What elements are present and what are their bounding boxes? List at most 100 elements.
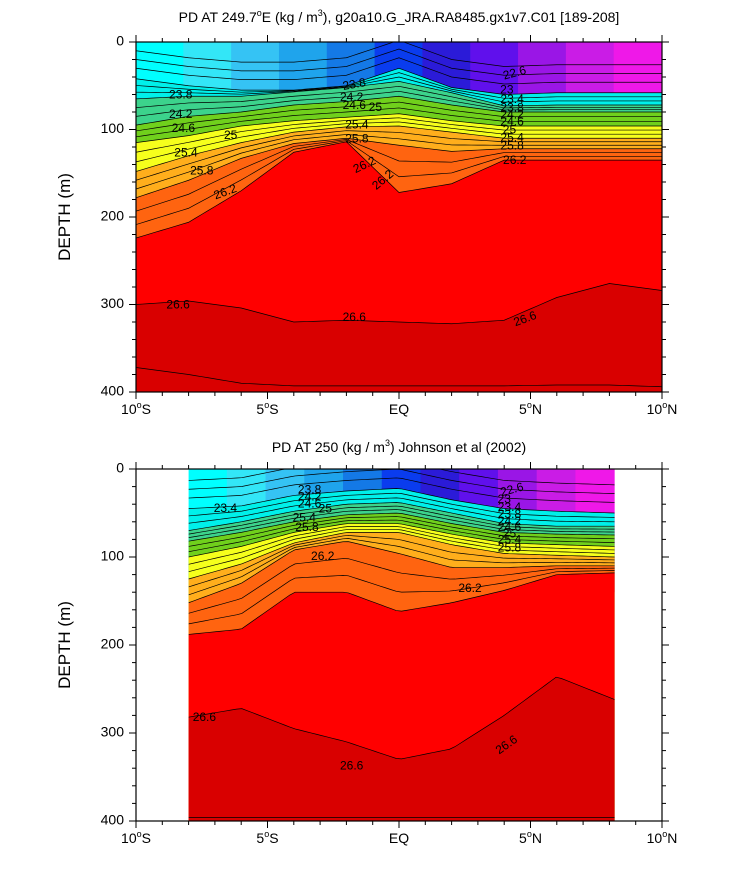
contour-label: 25 (503, 123, 517, 137)
y-tick-label: 300 (101, 724, 125, 740)
contour-label: 23 (500, 82, 514, 96)
y-tick-label: 200 (101, 636, 125, 652)
contour-line (188, 529, 615, 573)
x-tick-label: 10oN (647, 829, 678, 846)
y-axis-label: DEPTH (m) (55, 173, 74, 261)
x-tick-label: 5oS (256, 829, 278, 846)
contour-label: 25.8 (345, 131, 369, 145)
contour-line (188, 505, 615, 535)
contour-label: 25 (224, 128, 238, 142)
contour-label: 26.2 (311, 549, 335, 563)
contour-label: 23.8 (498, 507, 522, 521)
contour-line (188, 477, 615, 503)
contour-line (188, 469, 615, 486)
y-axis-label: DEPTH (m) (55, 601, 74, 689)
x-tick-label: EQ (389, 830, 409, 846)
contour-label: 24.2 (298, 489, 322, 503)
contour-label: 24.6 (343, 98, 367, 112)
contour-line (136, 139, 662, 212)
contour-line (188, 526, 615, 565)
contour-label: 23.8 (341, 75, 367, 93)
y-tick-label: 200 (101, 208, 125, 224)
contour-line (188, 497, 615, 524)
contour-label: 25.8 (295, 520, 319, 534)
contour-line (188, 519, 615, 553)
x-tick-label: EQ (389, 401, 409, 417)
contour-line (188, 572, 615, 635)
contour-line (136, 107, 662, 138)
x-tick-label: 10oS (121, 400, 151, 417)
contour-line (188, 535, 615, 588)
contour-line (136, 141, 662, 239)
contour-label: 23.8 (500, 101, 524, 115)
y-tick-label: 100 (101, 120, 125, 136)
contour-label: 24.2 (169, 107, 193, 121)
contour-line (136, 76, 662, 103)
x-tick-label: 5oN (519, 400, 542, 417)
contour-label: 23.8 (298, 482, 322, 496)
contour-line (188, 538, 615, 596)
contour-line (136, 90, 662, 117)
contour-line (188, 558, 615, 614)
contour-line (136, 81, 662, 107)
y-tick-label: 0 (116, 33, 124, 49)
contour-label: 24.2 (340, 90, 364, 104)
contour-field (136, 42, 662, 392)
contour-label: 26.2 (458, 581, 482, 595)
contour-label: 24.2 (498, 514, 522, 528)
contour-label: 25.4 (500, 130, 524, 144)
y-tick-label: 400 (101, 812, 125, 828)
contour-line (136, 130, 662, 181)
contour-line (136, 48, 662, 76)
contour-label: 24.6 (498, 520, 522, 534)
contour-label: 23.8 (169, 88, 193, 102)
contour-label: 22.6 (499, 479, 525, 499)
contour-line (188, 512, 615, 542)
contour-line (188, 492, 615, 518)
contour-label: 24.6 (172, 121, 196, 135)
y-tick-label: 300 (101, 295, 125, 311)
contour-line (188, 488, 615, 514)
x-tick-label: 5oS (256, 400, 278, 417)
contour-label: 23 (498, 492, 512, 506)
x-tick-label: 10oN (647, 400, 678, 417)
contour-label: 26.2 (503, 153, 527, 167)
contour-line (188, 541, 615, 604)
contour-label: 25.8 (498, 540, 522, 554)
contour-label: 26.6 (340, 759, 364, 773)
contour-line (136, 121, 662, 163)
contour-label: 25 (503, 526, 517, 540)
contour-line (188, 516, 615, 547)
bottom-panel: 23.423.824.224.62525.425.826.222.62323.4… (55, 438, 677, 846)
contour-line (136, 85, 662, 109)
contour-line (136, 42, 662, 67)
contour-label: 26.6 (343, 310, 367, 324)
contour-line (188, 523, 615, 558)
contour-label: 26.6 (193, 710, 217, 724)
contour-label: 26.6 (166, 298, 190, 312)
contour-line (136, 101, 662, 132)
contour-label: 24.6 (500, 115, 524, 129)
contour-label: 25.8 (500, 138, 524, 152)
contour-line (136, 113, 662, 143)
y-tick-label: 100 (101, 548, 125, 564)
x-tick-label: 5oN (519, 829, 542, 846)
contour-label: 23.4 (214, 501, 238, 515)
chart-title: PD AT 249.7oE (kg / m3), g20a10.G_JRA.RA… (179, 8, 620, 25)
chart-title: PD AT 250 (kg / m3) Johnson et al (2002) (272, 438, 526, 455)
contour-label: 25 (319, 502, 333, 516)
contour-field (188, 469, 615, 821)
contour-label: 24.2 (500, 108, 524, 122)
contour-line (136, 283, 662, 325)
contour-label: 24.6 (298, 496, 322, 510)
contour-label: 25.4 (174, 145, 198, 159)
contour-label: 25 (369, 100, 383, 114)
fill-layer (188, 677, 615, 821)
contour-label: 25.4 (293, 510, 317, 524)
contour-line (136, 72, 662, 99)
contour-label: 23.4 (500, 92, 524, 106)
contour-line (188, 509, 615, 538)
contour-line (136, 67, 662, 95)
